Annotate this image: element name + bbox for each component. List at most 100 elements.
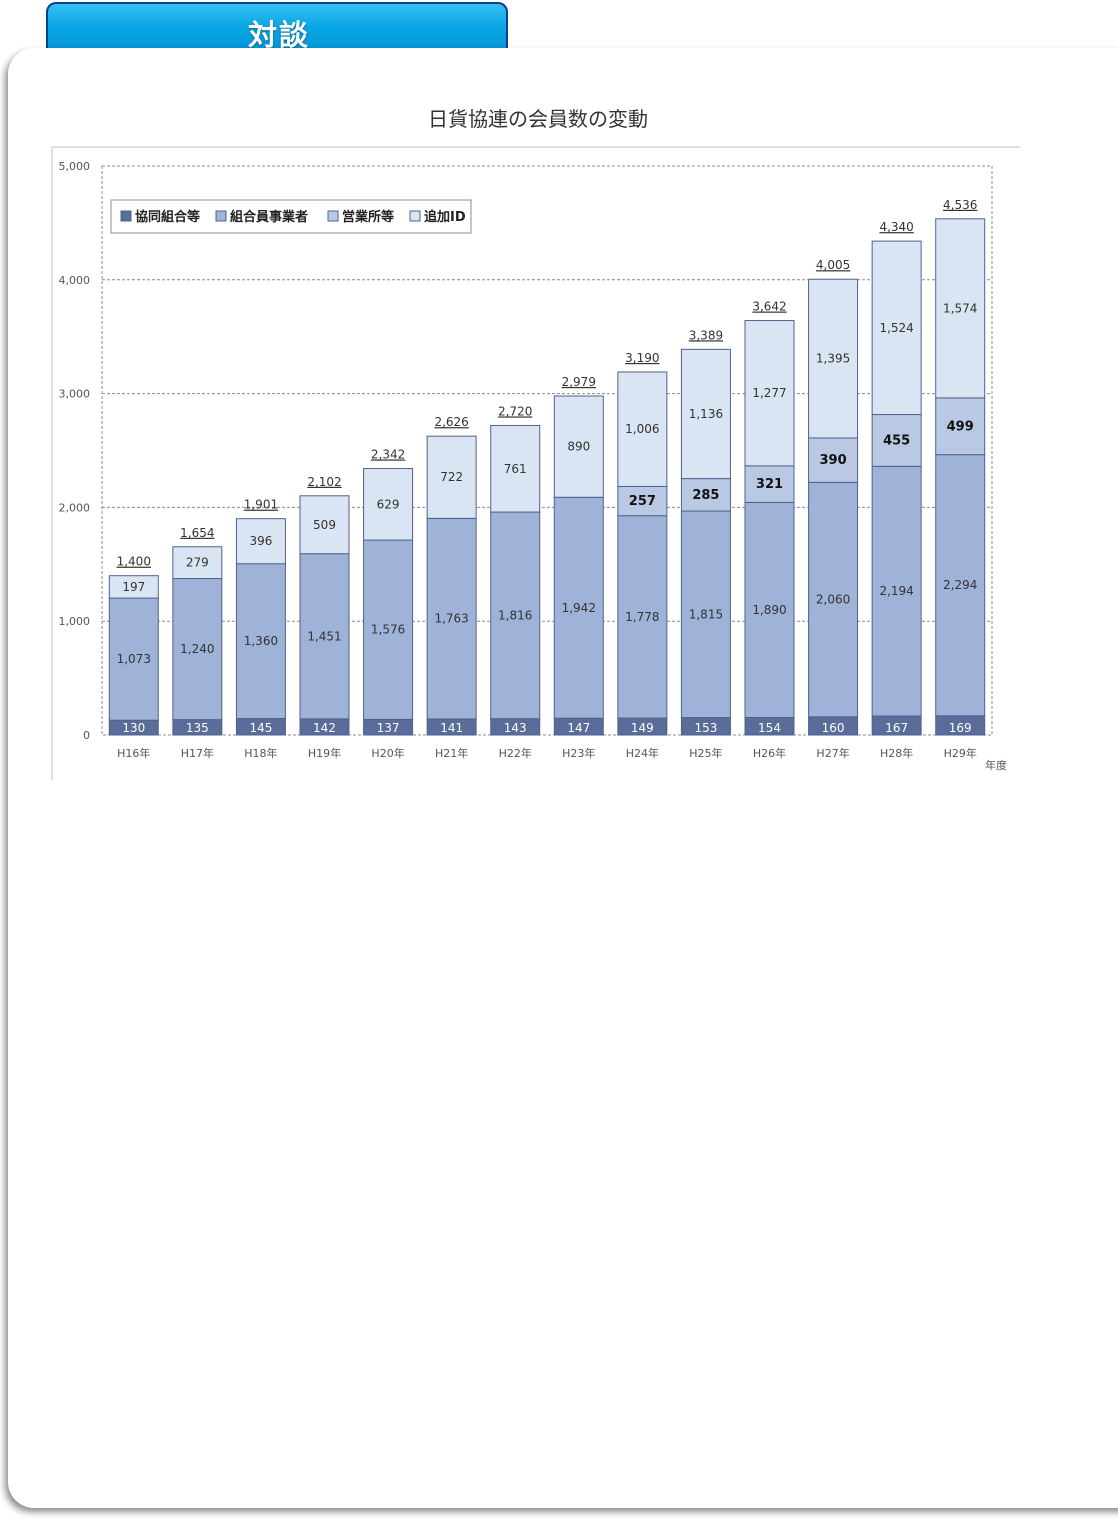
data-label-tsuika: 197 (122, 580, 145, 594)
y-tick-label: 2,000 (59, 501, 91, 514)
data-label-kyodo: 141 (440, 721, 463, 735)
data-label-kumiai: 1,073 (117, 652, 151, 666)
data-label-tsuika: 1,395 (816, 352, 850, 366)
data-label-kumiai: 1,942 (562, 601, 596, 615)
x-tick-label: H27年 (816, 746, 849, 760)
data-label-kyodo: 145 (249, 721, 272, 735)
data-label-kyodo: 143 (504, 721, 527, 735)
x-tick-label: H21年 (435, 746, 468, 760)
bar-segment-tsuika (490, 424, 541, 513)
bar-segment-tsuika (299, 495, 350, 555)
bar-segment-kumiai (108, 597, 159, 721)
data-label-kumiai: 1,890 (752, 603, 786, 617)
bar-segment-tsuika (871, 240, 922, 416)
bar-segment-kumiai (680, 510, 731, 719)
data-label-tsuika: 722 (440, 470, 463, 484)
plot-area-border (101, 165, 993, 736)
data-label-kumiai: 1,360 (244, 634, 278, 648)
y-tick-label: 0 (83, 729, 90, 742)
data-label-eigyo: 499 (947, 419, 974, 434)
bar-segment-kumiai (426, 517, 477, 720)
data-label-kumiai: 1,815 (689, 607, 723, 621)
data-label-eigyo: 390 (820, 453, 847, 468)
data-label-kumiai: 1,778 (625, 610, 659, 624)
chart-title: 日貨協連の会員数の変動 (428, 107, 648, 131)
legend-label-eigyo: 営業所等 (342, 209, 394, 225)
legend-swatch-kumiai (215, 210, 227, 222)
data-label-tsuika: 1,524 (879, 321, 913, 335)
bar-segment-tsuika (426, 435, 477, 519)
bar-segment-kumiai (235, 563, 286, 719)
data-label-tsuika: 1,136 (689, 407, 723, 421)
data-label-kyodo: 147 (567, 721, 590, 735)
total-label: 1,901 (244, 498, 278, 512)
data-label-kumiai: 1,576 (371, 623, 405, 637)
data-label-kyodo: 167 (885, 721, 908, 735)
bar-segment-tsuika (363, 467, 414, 541)
data-label-tsuika: 1,277 (752, 386, 786, 400)
bar-segment-tsuika (108, 575, 159, 599)
total-label: 3,642 (752, 300, 786, 314)
data-label-eigyo: 285 (692, 488, 719, 503)
data-label-tsuika: 1,574 (943, 301, 977, 315)
data-label-tsuika: 396 (249, 534, 272, 548)
data-label-kumiai: 2,060 (816, 593, 850, 607)
total-label: 2,626 (434, 415, 468, 429)
bar-segment-kumiai (363, 539, 414, 720)
total-label: 3,389 (689, 328, 723, 342)
x-tick-label: H25年 (689, 746, 722, 760)
x-tick-label: H28年 (880, 746, 913, 760)
y-tick-label: 1,000 (59, 615, 91, 628)
bar-segment-tsuika (808, 278, 859, 439)
x-tick-label: H26年 (753, 746, 786, 760)
total-label: 4,536 (943, 198, 977, 212)
total-label: 4,340 (879, 220, 913, 234)
legend-label-kyodo: 協同組合等 (135, 209, 200, 225)
section-tab-title: 対談 (247, 18, 310, 52)
total-label: 2,342 (371, 447, 405, 461)
data-label-kumiai: 1,240 (180, 642, 214, 656)
bar-segment-kumiai (744, 501, 795, 718)
data-label-kyodo: 169 (949, 721, 972, 735)
x-tick-label: H22年 (499, 746, 532, 760)
data-label-kyodo: 135 (186, 721, 209, 735)
x-tick-label: H24年 (626, 746, 659, 760)
bar-segment-eigyo (935, 397, 986, 456)
legend-swatch-eigyo (327, 210, 339, 222)
bar-segment-kumiai (299, 553, 350, 720)
bar-segment-tsuika (680, 348, 731, 480)
data-label-tsuika: 1,006 (625, 422, 659, 436)
bar-segment-eigyo (744, 465, 795, 503)
data-label-kyodo: 149 (631, 721, 654, 735)
legend-label-kumiai: 組合員事業者 (230, 209, 308, 225)
data-label-tsuika: 279 (186, 556, 209, 570)
x-tick-label: H19年 (308, 746, 341, 760)
bar-segment-tsuika (553, 395, 604, 498)
bar-segment-tsuika (235, 518, 286, 565)
data-label-kumiai: 1,451 (307, 629, 341, 643)
y-tick-label: 4,000 (59, 274, 91, 287)
total-label: 3,190 (625, 351, 659, 365)
data-label-tsuika: 761 (504, 462, 527, 476)
data-label-kyodo: 153 (694, 721, 717, 735)
x-tick-label: H20年 (371, 746, 404, 760)
bar-segment-kumiai (553, 496, 604, 719)
data-label-kumiai: 1,763 (434, 612, 468, 626)
bar-segment-kumiai (935, 454, 986, 717)
bar-segment-tsuika (172, 546, 223, 580)
legend-swatch-tsuika (409, 210, 421, 222)
content-card (8, 48, 1118, 1508)
x-tick-label: H23年 (562, 746, 595, 760)
data-label-eigyo: 257 (629, 494, 656, 509)
bar-segment-tsuika (617, 371, 668, 487)
total-label: 2,102 (307, 475, 341, 489)
total-label: 1,654 (180, 526, 214, 540)
legend-swatch-kyodo (120, 210, 132, 222)
data-label-eigyo: 455 (883, 433, 910, 448)
section-tab: 対談 (46, 2, 508, 54)
data-label-kyodo: 142 (313, 721, 336, 735)
bar-segment-kumiai (172, 578, 223, 721)
total-label: 2,979 (562, 375, 596, 389)
bar-segment-eigyo (617, 485, 668, 517)
